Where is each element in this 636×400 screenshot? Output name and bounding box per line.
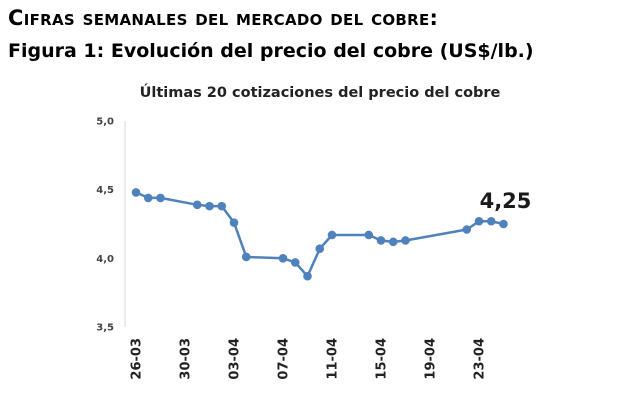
data-point bbox=[376, 236, 386, 245]
data-point bbox=[315, 244, 325, 254]
data-point bbox=[290, 258, 300, 267]
data-point bbox=[192, 200, 202, 210]
data-point bbox=[241, 252, 251, 262]
data-point bbox=[462, 225, 472, 234]
data-point bbox=[278, 254, 288, 263]
x-tick-label: 15-04 bbox=[375, 338, 390, 380]
data-point bbox=[217, 201, 227, 211]
data-point bbox=[303, 271, 312, 281]
page-title: Cifras semanales del mercado del cobre: bbox=[8, 6, 439, 30]
y-tick-label: 5,0 bbox=[96, 117, 114, 128]
data-point bbox=[205, 201, 214, 211]
x-tick-label: 23-04 bbox=[473, 338, 488, 380]
price-series-line bbox=[134, 191, 505, 278]
x-tick-label: 11-04 bbox=[326, 338, 341, 380]
y-tick-label: 3,5 bbox=[96, 323, 114, 334]
x-tick-label: 30-03 bbox=[179, 338, 194, 380]
data-point bbox=[364, 230, 374, 240]
data-point bbox=[131, 188, 141, 197]
x-tick-label: 26-03 bbox=[130, 338, 145, 380]
x-tick-label: 19-04 bbox=[424, 338, 439, 380]
x-tick-label: 03-04 bbox=[228, 338, 243, 380]
data-point bbox=[401, 236, 410, 245]
data-point bbox=[143, 193, 153, 203]
last-value-data-label: 4,25 bbox=[480, 189, 532, 213]
y-tick-label: 4,5 bbox=[96, 185, 114, 196]
data-point bbox=[327, 230, 337, 240]
x-tick-label: 07-04 bbox=[277, 338, 292, 380]
data-point bbox=[499, 219, 508, 229]
data-point bbox=[229, 218, 239, 227]
y-tick-label: 4,0 bbox=[96, 254, 114, 265]
data-point bbox=[388, 237, 398, 247]
data-point bbox=[486, 216, 496, 226]
chart-title: Últimas 20 cotizaciones del precio del c… bbox=[140, 83, 501, 101]
data-point bbox=[474, 216, 484, 226]
figure-title: Figura 1: Evolución del precio del cobre… bbox=[8, 40, 534, 62]
data-point bbox=[156, 193, 165, 203]
